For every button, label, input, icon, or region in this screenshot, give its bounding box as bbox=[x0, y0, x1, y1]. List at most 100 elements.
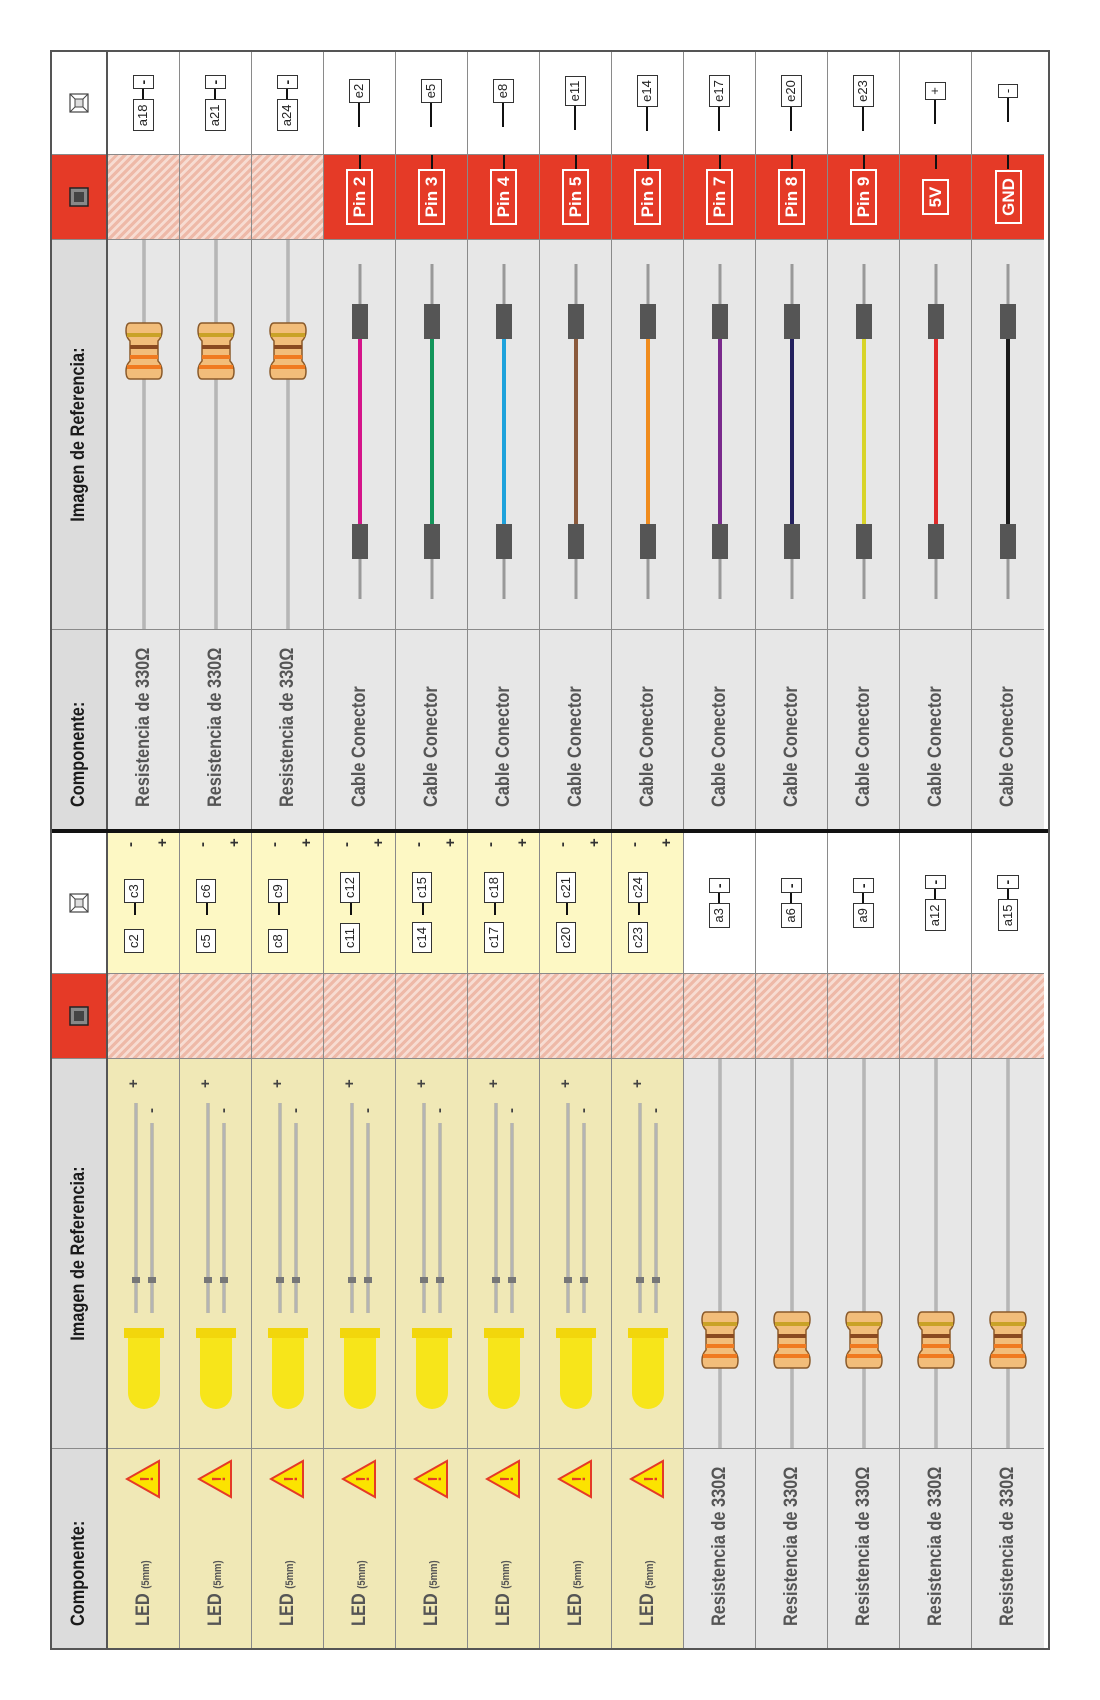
svg-text:-: - bbox=[647, 1109, 664, 1114]
arduino-pin-label: Pin 7 bbox=[706, 168, 733, 226]
component-name: Cable Conector bbox=[564, 686, 586, 807]
component-name: LED (5mm) bbox=[277, 1560, 299, 1626]
component-cell: Cable Conector bbox=[828, 629, 899, 829]
pin-connector-line bbox=[575, 155, 577, 169]
wire-image bbox=[474, 240, 534, 630]
arduino-pin-cell: GND bbox=[972, 154, 1044, 239]
component-size: (5mm) bbox=[571, 1560, 584, 1589]
left-parts-table: Componente: Imagen de Referencia: LED (5… bbox=[52, 829, 1048, 1648]
reference-image-cell bbox=[756, 1058, 827, 1448]
breadboard-position-cell: c20 c21 + - bbox=[540, 833, 611, 973]
ground-rail-symbol: - bbox=[132, 74, 155, 90]
component-cell: Resistencia de 330Ω bbox=[108, 629, 179, 829]
led-image: + - bbox=[186, 1074, 246, 1434]
arduino-pin-cell: Pin 5 bbox=[540, 154, 611, 239]
breadboard-position-positive: c8 bbox=[267, 929, 288, 953]
arduino-pin-cell-empty bbox=[108, 973, 179, 1058]
svg-text:-: - bbox=[431, 1109, 448, 1114]
breadboard-led-positions: c2 c3 + - bbox=[114, 833, 174, 973]
table-row: Cable Conector GND - bbox=[972, 52, 1044, 829]
position-link-line bbox=[934, 99, 937, 124]
reference-image-cell bbox=[108, 239, 179, 629]
component-cell: LED (5mm)! bbox=[612, 1448, 683, 1648]
svg-text:+: + bbox=[629, 1080, 646, 1089]
svg-text:!: ! bbox=[353, 1476, 373, 1482]
ground-rail-symbol: - bbox=[204, 74, 227, 90]
plus-symbol: + bbox=[657, 838, 675, 847]
resistor-image bbox=[834, 1058, 894, 1448]
arduino-pin-label: Pin 2 bbox=[346, 168, 373, 226]
component-cell: Cable Conector bbox=[612, 629, 683, 829]
component-size: (5mm) bbox=[211, 1560, 224, 1589]
component-cell: LED (5mm)! bbox=[180, 1448, 251, 1648]
breadboard-position-positive: c2 bbox=[123, 929, 144, 953]
breadboard-position: e14 bbox=[637, 75, 658, 107]
component-name: LED (5mm) bbox=[421, 1560, 443, 1626]
svg-text:+: + bbox=[197, 1080, 214, 1089]
table-row: Cable Conector Pin 9 e23 bbox=[828, 52, 900, 829]
breadboard-position-positive: c23 bbox=[627, 922, 648, 953]
position-link-line bbox=[862, 893, 865, 904]
breadboard-position-negative: c15 bbox=[411, 872, 432, 903]
breadboard-position-positive: c11 bbox=[339, 923, 360, 953]
arduino-pin-cell-empty bbox=[396, 973, 467, 1058]
component-cell: Cable Conector bbox=[468, 629, 539, 829]
breadboard-wire-position: e5 bbox=[421, 78, 442, 128]
arduino-pin-cell: Pin 7 bbox=[684, 154, 755, 239]
component-cell: Resistencia de 330Ω bbox=[828, 1448, 899, 1648]
breadboard-position-negative: c12 bbox=[339, 872, 360, 903]
breadboard-position-cell: e17 bbox=[684, 52, 755, 154]
reference-image-cell bbox=[972, 1058, 1044, 1448]
breadboard-resistor-positions: a9 - bbox=[852, 878, 875, 928]
svg-text:!: ! bbox=[425, 1476, 445, 1482]
breadboard-position-cell: e20 bbox=[756, 52, 827, 154]
resistor-image bbox=[978, 1058, 1038, 1448]
pin-connector-line bbox=[503, 155, 505, 169]
component-size: (5mm) bbox=[139, 1560, 152, 1589]
ground-rail-symbol: - bbox=[997, 874, 1019, 890]
component-name: LED (5mm) bbox=[637, 1560, 659, 1626]
table-row: Cable Conector Pin 5 e11 bbox=[540, 52, 612, 829]
plus-symbol: + bbox=[585, 838, 603, 847]
component-name-main: LED bbox=[492, 1593, 514, 1626]
minus-symbol: - bbox=[481, 842, 499, 847]
breadboard-led-positions: c20 c21 + - bbox=[546, 833, 606, 973]
breadboard-chip-icon bbox=[52, 52, 106, 154]
component-name: Cable Conector bbox=[492, 686, 514, 807]
breadboard-position-positive: c14 bbox=[411, 922, 432, 953]
svg-text:-: - bbox=[575, 1109, 592, 1114]
resistor-image bbox=[258, 239, 318, 629]
arduino-pin-label: 5V bbox=[922, 178, 949, 216]
component-name: LED (5mm) bbox=[133, 1560, 155, 1626]
table-row: Cable Conector Pin 2 e2 bbox=[324, 52, 396, 829]
reference-image-cell bbox=[540, 239, 611, 629]
svg-text:!: ! bbox=[281, 1476, 301, 1482]
component-name: Resistencia de 330Ω bbox=[276, 647, 298, 807]
svg-text:-: - bbox=[143, 1109, 160, 1114]
pin-connector-line bbox=[719, 155, 721, 169]
component-cell: Resistencia de 330Ω bbox=[900, 1448, 971, 1648]
breadboard-wire-position: e23 bbox=[853, 75, 874, 131]
plus-symbol: + bbox=[441, 838, 459, 847]
breadboard-position: a3 bbox=[709, 903, 730, 928]
component-cell: Resistencia de 330Ω bbox=[756, 1448, 827, 1648]
component-name: Cable Conector bbox=[852, 686, 874, 807]
svg-text:!: ! bbox=[209, 1476, 229, 1482]
right-header-row: Componente: Imagen de Referencia: bbox=[52, 52, 108, 829]
table-row: LED (5mm)! + - c11 c12 + - bbox=[324, 833, 396, 1648]
breadboard-position: a24 bbox=[277, 99, 298, 132]
table-row: Resistencia de 330Ω a21 - bbox=[180, 52, 252, 829]
breadboard-position: e2 bbox=[349, 78, 370, 104]
component-cell: LED (5mm)! bbox=[468, 1448, 539, 1648]
breadboard-wire-position: e11 bbox=[565, 75, 586, 131]
component-cell: Resistencia de 330Ω bbox=[972, 1448, 1044, 1648]
breadboard-wire-position: e2 bbox=[349, 78, 370, 128]
wire-image bbox=[834, 240, 894, 630]
component-cell: Cable Conector bbox=[684, 629, 755, 829]
breadboard-resistor-positions: a6 - bbox=[780, 878, 803, 928]
component-header-label: Componente: bbox=[68, 701, 89, 807]
breadboard-position: a9 bbox=[853, 903, 874, 928]
reference-image-cell bbox=[684, 239, 755, 629]
component-size: (5mm) bbox=[355, 1560, 368, 1589]
component-cell: Resistencia de 330Ω bbox=[180, 629, 251, 829]
